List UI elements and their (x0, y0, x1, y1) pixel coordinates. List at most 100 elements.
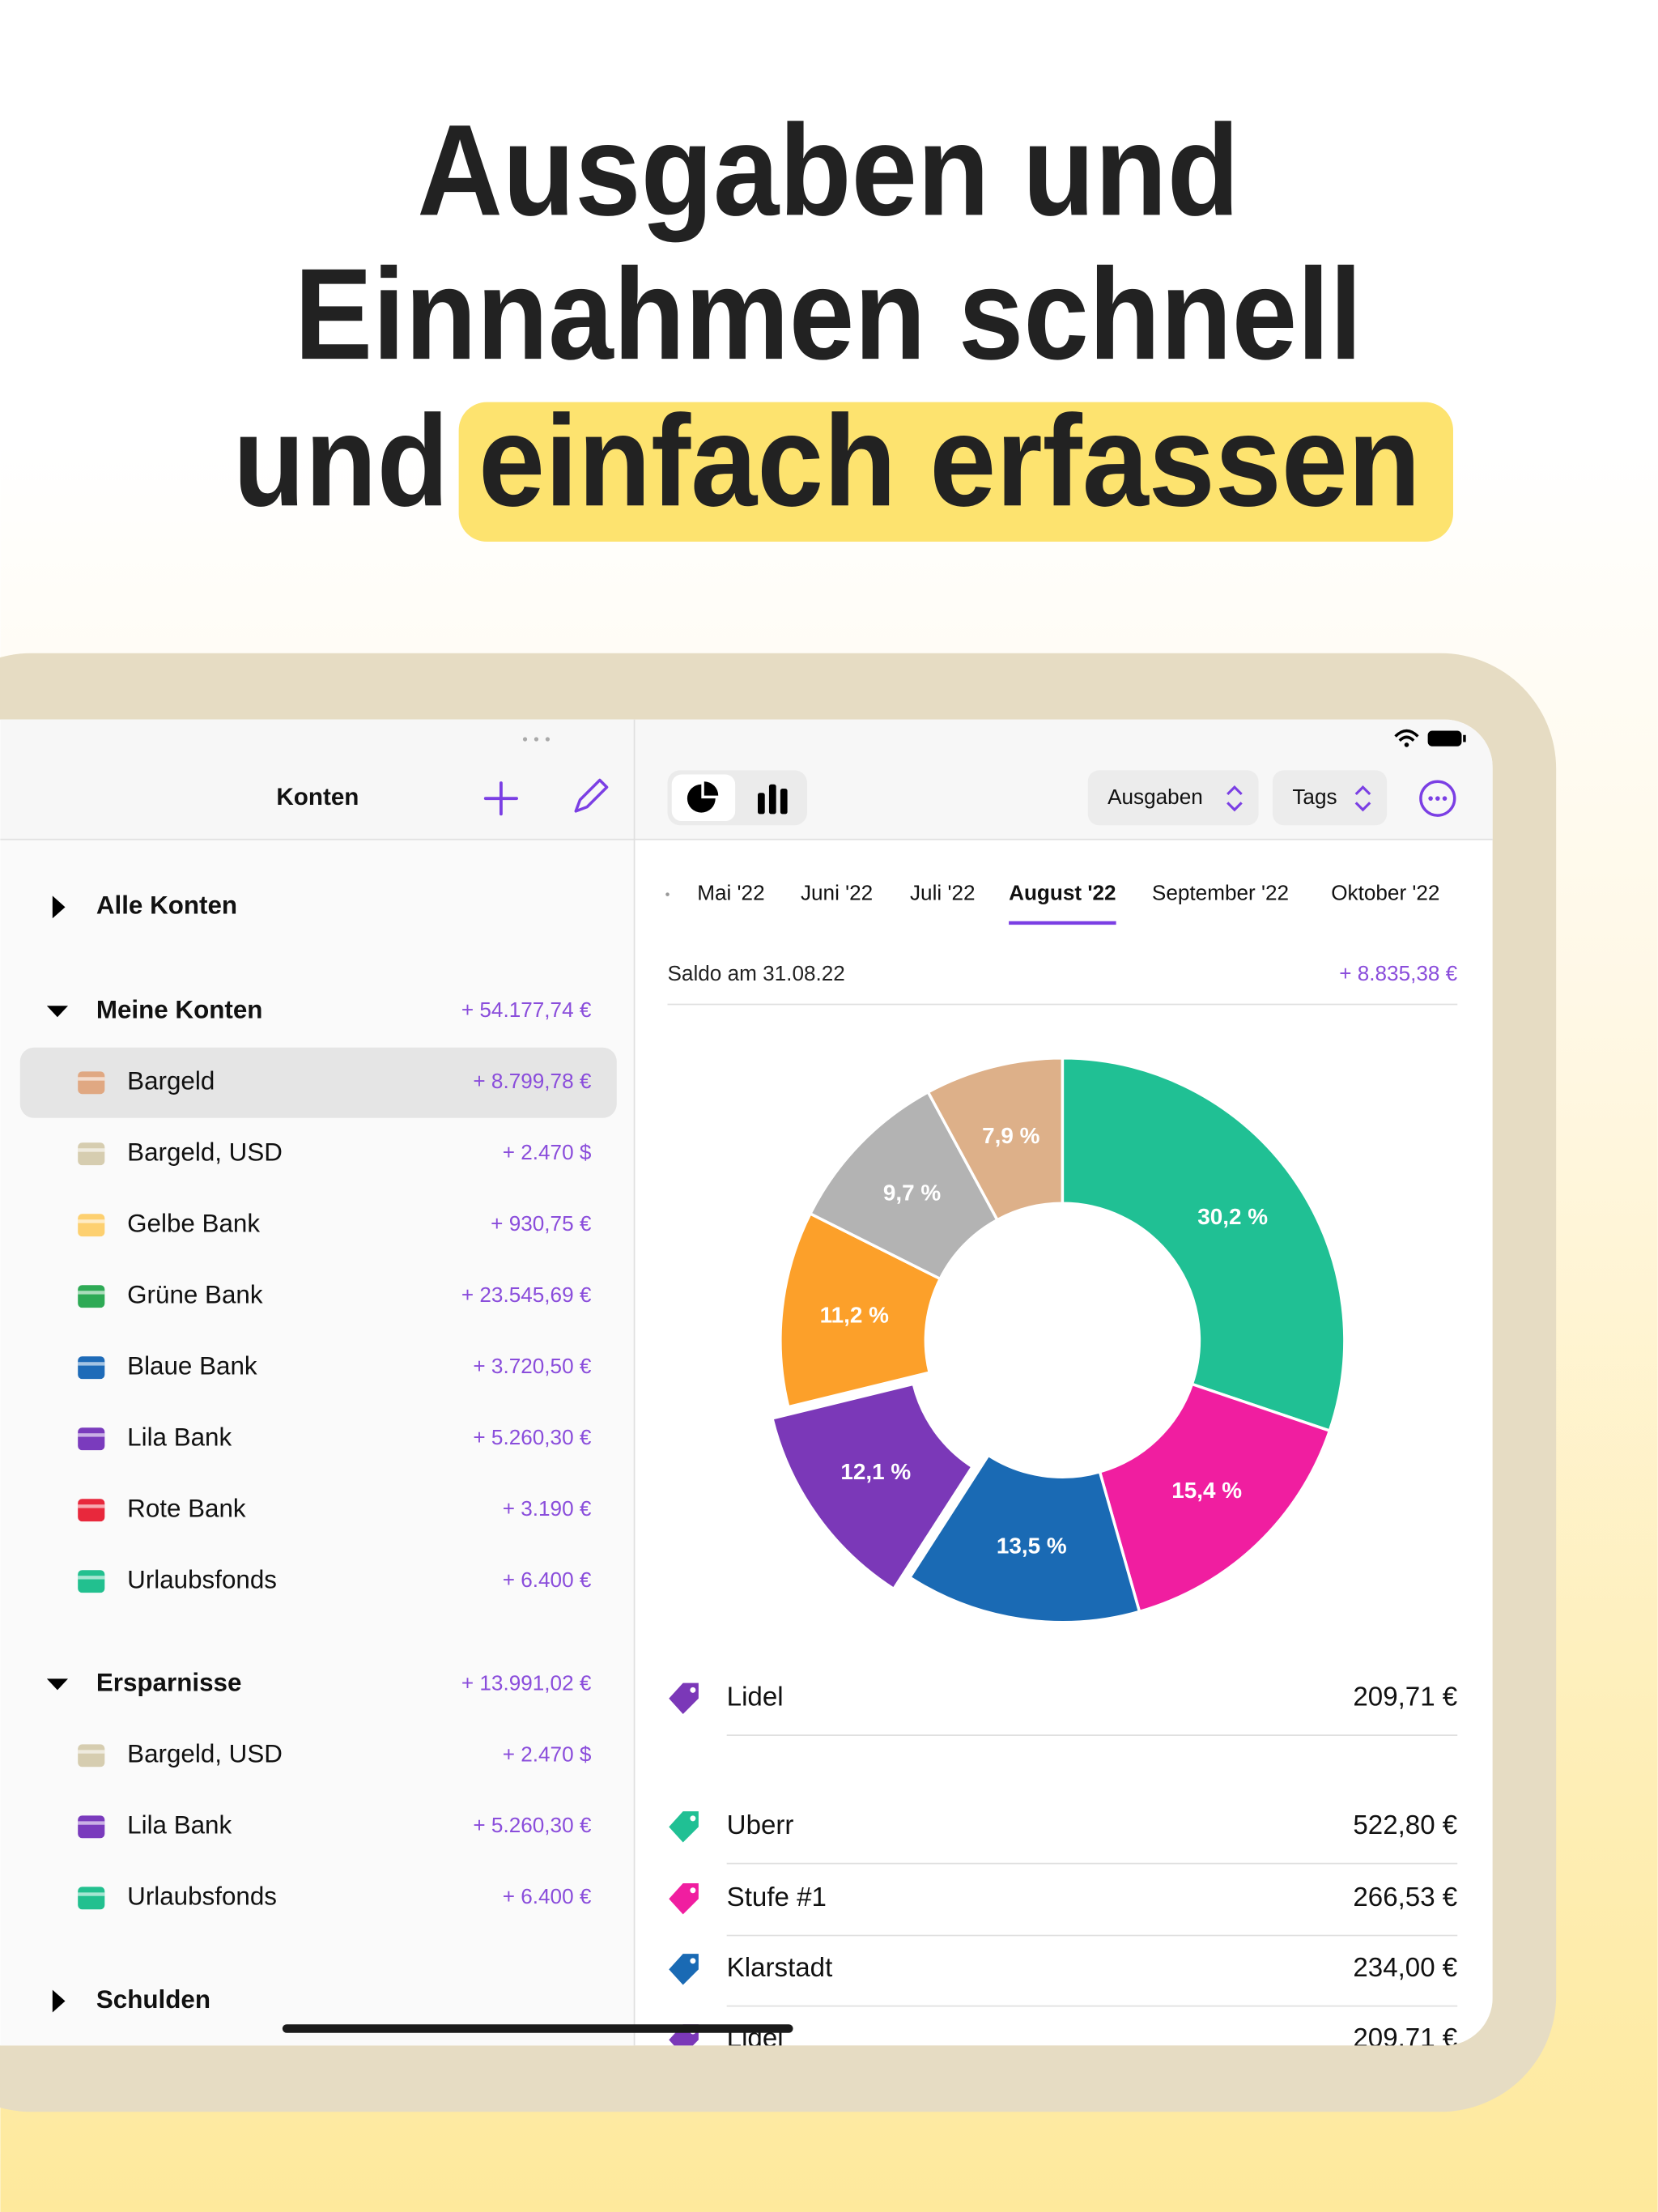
account-icon (78, 1356, 105, 1380)
account-balance: + 2.470 $ (503, 1140, 592, 1164)
account-icon-stripe (78, 1892, 105, 1896)
account-name[interactable]: Gelbe Bank (127, 1210, 260, 1238)
group-name[interactable]: Meine Konten (96, 996, 263, 1024)
account-name[interactable]: Lila Bank (127, 1811, 232, 1840)
expanded-arrow[interactable] (46, 1006, 69, 1018)
sidebar-title: Konten (276, 784, 359, 810)
account-name[interactable]: Bargeld (127, 1067, 215, 1095)
month-tab[interactable]: August '22 (1009, 881, 1116, 905)
account-balance: + 5.260,30 € (473, 1813, 591, 1837)
donut-slice[interactable] (779, 1211, 942, 1409)
tag-amount: 522,80 € (1353, 1810, 1457, 1840)
account-balance: + 5.260,30 € (473, 1425, 591, 1449)
account-name[interactable]: Rote Bank (127, 1494, 246, 1522)
sidebar (0, 719, 634, 2046)
account-icon-stripe (78, 1077, 105, 1081)
account-icon-stripe (78, 1219, 105, 1223)
donut-slice[interactable] (1098, 1382, 1332, 1614)
chevron (1354, 785, 1371, 812)
add-button[interactable] (483, 781, 518, 816)
tag-amount: 234,00 € (1353, 1953, 1457, 1983)
month-tab[interactable]: September '22 (1152, 881, 1289, 905)
tag-name[interactable]: Stufe #1 (727, 1882, 827, 1912)
tag-name[interactable]: Lidel (727, 1682, 784, 1712)
account-balance: + 930,75 € (491, 1211, 592, 1236)
headline: und (233, 388, 449, 533)
account-icon (78, 1744, 105, 1767)
account-icon-stripe (78, 1148, 105, 1152)
screen: Konten Ausgaben Tags Saldo am 31.08.22 +… (0, 719, 1493, 2053)
account-balance: + 23.545,69 € (461, 1283, 592, 1307)
headline: Einnahmen schnell (295, 241, 1363, 386)
edit-button[interactable] (574, 778, 609, 813)
account-icon-stripe (78, 1750, 105, 1754)
account-balance: + 6.400 € (503, 1884, 592, 1908)
account-balance: + 2.470 $ (503, 1742, 592, 1766)
account-icon (78, 1499, 105, 1522)
month-tab[interactable]: Juli '22 (910, 881, 976, 905)
account-icon (78, 1887, 105, 1910)
collapsed-arrow[interactable] (52, 1989, 66, 2013)
more-button[interactable] (1419, 780, 1456, 817)
donut-slice[interactable] (908, 1453, 1141, 1624)
account-name[interactable]: Grüne Bank (127, 1280, 263, 1308)
month-tab[interactable]: Juni '22 (801, 881, 873, 905)
more-dots (1428, 796, 1448, 801)
account-icon-stripe (78, 1433, 105, 1437)
group-name[interactable]: Ersparnisse (96, 1669, 242, 1697)
slice-label: 15,4 % (1171, 1478, 1242, 1503)
account-name[interactable]: Urlaubsfonds (127, 1882, 277, 1911)
group-filter-label[interactable]: Tags (1292, 785, 1337, 809)
account-name[interactable]: Blaue Bank (127, 1351, 257, 1380)
account-name[interactable]: Lila Bank (127, 1423, 232, 1451)
account-icon (78, 1570, 105, 1593)
slice-label: 13,5 % (997, 1534, 1067, 1559)
tag-amount: 266,53 € (1353, 1882, 1457, 1912)
account-icon (78, 1071, 105, 1095)
slice-label: 30,2 % (1197, 1204, 1268, 1229)
type-filter-label[interactable]: Ausgaben (1107, 785, 1203, 809)
tag-name[interactable]: Klarstadt (727, 1953, 833, 1983)
pie-view-button[interactable] (671, 774, 736, 822)
donut-slice[interactable] (1061, 1057, 1346, 1433)
account-name[interactable]: Urlaubsfonds (127, 1565, 277, 1593)
status-icons (1394, 729, 1466, 747)
tag-amount: 209,71 € (1353, 1682, 1457, 1712)
account-icon-stripe (78, 1576, 105, 1580)
selected-row (19, 1047, 617, 1118)
account-name[interactable]: Bargeld, USD (127, 1138, 283, 1167)
account-icon (78, 1815, 105, 1839)
donut-slice[interactable] (926, 1057, 1065, 1222)
highlight-box (458, 402, 1453, 542)
donut-slice[interactable] (770, 1382, 975, 1591)
account-icon (78, 1285, 105, 1308)
slice-label: 9,7 % (883, 1180, 941, 1206)
type-filter[interactable] (1087, 770, 1259, 826)
account-icon-stripe (78, 1821, 105, 1825)
balance-amount: + 8.835,38 € (1339, 961, 1457, 985)
slice-label: 12,1 % (840, 1459, 911, 1484)
bar-view-button[interactable] (758, 784, 788, 815)
account-name[interactable]: Bargeld, USD (127, 1740, 283, 1768)
drag-dots (522, 737, 551, 742)
collapsed-arrow[interactable] (52, 895, 66, 919)
tag-name[interactable]: Uberr (727, 1810, 794, 1840)
scroll-dot (665, 892, 670, 896)
account-icon-stripe (78, 1291, 105, 1295)
group-filter[interactable] (1272, 770, 1388, 826)
account-icon (78, 1142, 105, 1166)
group-name[interactable]: Alle Konten (96, 891, 237, 920)
month-tab[interactable]: Mai '22 (697, 881, 764, 905)
slice-label: 7,9 % (982, 1123, 1039, 1148)
headline-highlight: einfach erfassen (478, 388, 1421, 533)
month-tab[interactable]: Oktober '22 (1331, 881, 1439, 905)
group-name[interactable]: Schulden (96, 1985, 210, 2014)
home-indicator (282, 2024, 793, 2033)
account-icon-stripe (78, 1504, 105, 1508)
tag-amount: 209,71 € (1353, 2023, 1457, 2053)
expanded-arrow[interactable] (46, 1678, 69, 1691)
balance-label: Saldo am 31.08.22 (668, 961, 845, 985)
account-icon (78, 1214, 105, 1237)
